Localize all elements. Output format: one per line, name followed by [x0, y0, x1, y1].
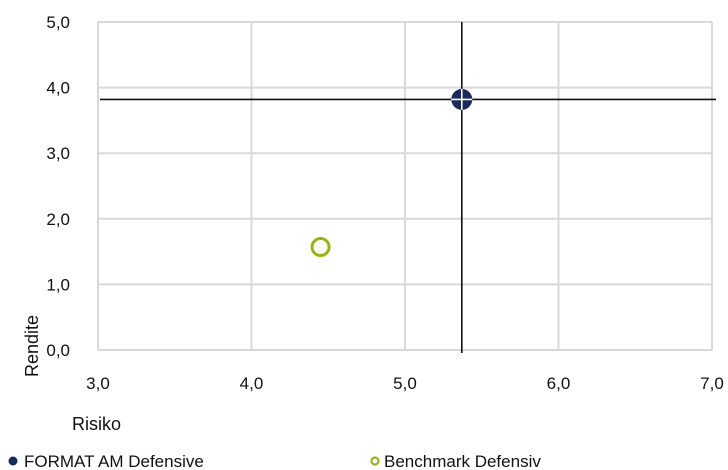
legend-marker-format-am-defensive [8, 456, 18, 466]
y-tick-label: 2,0 [46, 210, 70, 229]
y-tick-label: 4,0 [46, 79, 70, 98]
legend-label-format-am-defensive: FORMAT AM Defensive [24, 452, 204, 470]
x-tick-label: 3,0 [86, 374, 110, 393]
legend: FORMAT AM Defensive Benchmark Defensiv [8, 452, 541, 470]
x-axis-title: Risiko [72, 414, 121, 434]
tick-labels: 3,0 4,0 5,0 6,0 7,0 0,0 1,0 2,0 3,0 4,0 5,0 [46, 13, 723, 393]
y-tick-label: 0,0 [46, 341, 70, 360]
y-tick-label: 1,0 [46, 275, 70, 294]
x-tick-label: 6,0 [547, 374, 571, 393]
x-tick-label: 7,0 [700, 374, 724, 393]
data-points [310, 88, 473, 258]
y-axis-title: Rendite [22, 315, 42, 377]
legend-marker-benchmark-defensiv [370, 456, 380, 466]
crosshair [100, 22, 716, 353]
x-tick-label: 5,0 [393, 374, 417, 393]
data-point-benchmark-defensiv [310, 237, 331, 258]
y-tick-label: 5,0 [46, 13, 70, 32]
y-tick-label: 3,0 [46, 144, 70, 163]
grid [97, 21, 713, 351]
legend-label-benchmark-defensiv: Benchmark Defensiv [384, 452, 541, 470]
x-tick-label: 4,0 [240, 374, 264, 393]
